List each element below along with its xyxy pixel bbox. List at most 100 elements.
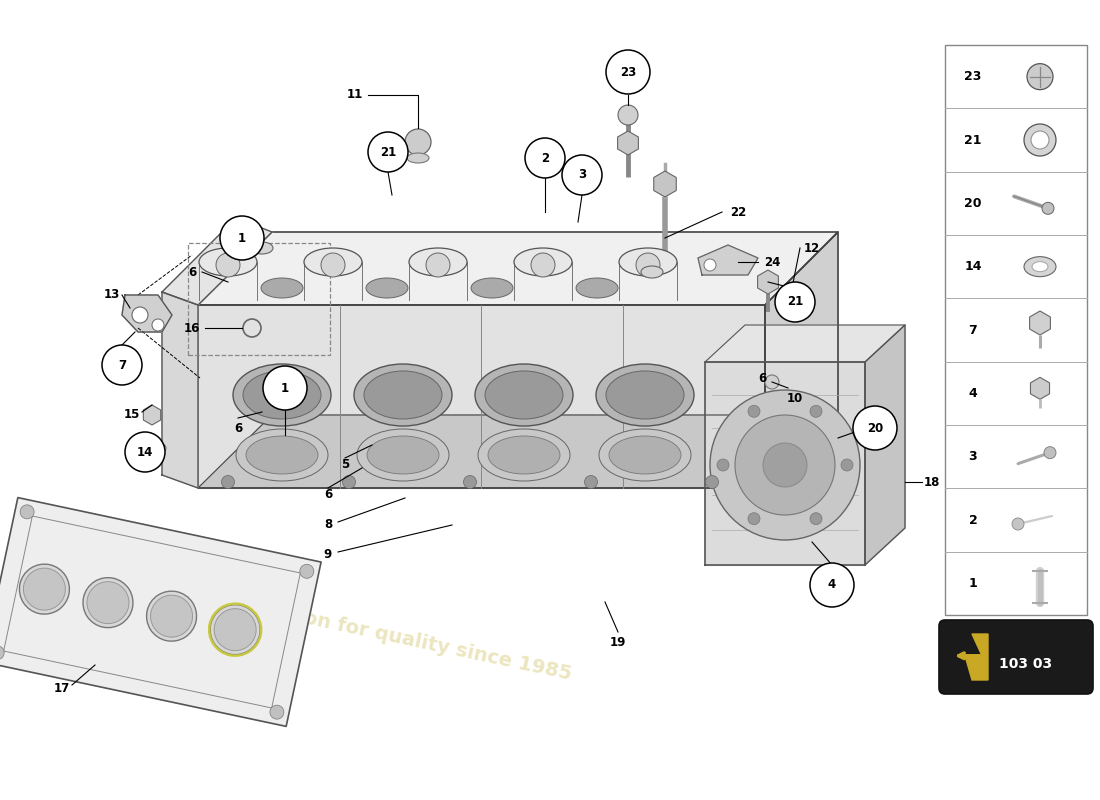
Circle shape [1012, 518, 1024, 530]
Circle shape [810, 406, 822, 418]
FancyBboxPatch shape [939, 620, 1093, 694]
Ellipse shape [87, 582, 129, 624]
Circle shape [710, 390, 860, 540]
Text: 11: 11 [346, 89, 363, 102]
Text: 12: 12 [804, 242, 821, 254]
Ellipse shape [304, 248, 362, 276]
Circle shape [321, 253, 345, 277]
Ellipse shape [576, 278, 618, 298]
Ellipse shape [606, 371, 684, 419]
Ellipse shape [488, 436, 560, 474]
Ellipse shape [236, 429, 328, 481]
Circle shape [562, 155, 602, 195]
Text: 4: 4 [969, 387, 978, 400]
Circle shape [1024, 124, 1056, 156]
Ellipse shape [407, 153, 429, 163]
Circle shape [263, 366, 307, 410]
Polygon shape [162, 292, 198, 488]
Polygon shape [198, 415, 838, 488]
Circle shape [764, 375, 779, 389]
Circle shape [525, 138, 565, 178]
Circle shape [636, 253, 660, 277]
Ellipse shape [364, 371, 442, 419]
Text: 10: 10 [786, 391, 803, 405]
Ellipse shape [210, 605, 260, 654]
Circle shape [705, 475, 718, 489]
Text: 22: 22 [730, 206, 746, 218]
Ellipse shape [409, 248, 468, 276]
Ellipse shape [514, 248, 572, 276]
Polygon shape [122, 295, 172, 332]
Ellipse shape [20, 564, 69, 614]
Ellipse shape [475, 364, 573, 426]
Text: 21: 21 [379, 146, 396, 158]
Ellipse shape [199, 248, 257, 276]
Ellipse shape [146, 591, 197, 641]
Ellipse shape [246, 436, 318, 474]
Polygon shape [965, 634, 988, 680]
Text: a passion for quality since 1985: a passion for quality since 1985 [227, 592, 573, 684]
Text: 3: 3 [578, 169, 586, 182]
Circle shape [20, 505, 34, 519]
Text: 7: 7 [118, 358, 127, 371]
Text: 14: 14 [965, 260, 981, 273]
Text: 7: 7 [969, 323, 978, 337]
Circle shape [704, 259, 716, 271]
FancyBboxPatch shape [945, 45, 1087, 615]
Circle shape [852, 406, 896, 450]
Text: 18: 18 [924, 475, 940, 489]
Text: 1: 1 [238, 231, 246, 245]
Text: 1: 1 [280, 382, 289, 394]
Circle shape [270, 705, 284, 719]
Text: 23: 23 [620, 66, 636, 78]
Text: 20: 20 [867, 422, 883, 434]
Text: 8: 8 [323, 518, 332, 531]
Circle shape [1031, 131, 1049, 149]
Text: 23: 23 [965, 70, 981, 83]
Text: 13: 13 [103, 289, 120, 302]
Text: 6: 6 [188, 266, 196, 278]
Circle shape [221, 475, 234, 489]
Ellipse shape [1032, 262, 1048, 272]
Text: 5: 5 [341, 458, 349, 471]
Text: 4: 4 [828, 578, 836, 591]
Circle shape [463, 475, 476, 489]
Ellipse shape [471, 278, 513, 298]
Circle shape [810, 513, 822, 525]
Circle shape [216, 253, 240, 277]
Circle shape [763, 443, 807, 487]
Polygon shape [162, 218, 272, 305]
Polygon shape [705, 362, 865, 565]
Circle shape [717, 459, 729, 471]
Ellipse shape [144, 444, 159, 452]
Ellipse shape [23, 568, 65, 610]
Circle shape [132, 307, 148, 323]
Text: 24: 24 [763, 255, 780, 269]
Text: 6: 6 [758, 371, 766, 385]
Text: 19: 19 [609, 635, 626, 649]
Text: 14: 14 [136, 446, 153, 458]
Ellipse shape [609, 436, 681, 474]
Text: 21: 21 [965, 134, 981, 146]
Ellipse shape [600, 429, 691, 481]
Circle shape [842, 459, 852, 471]
Ellipse shape [367, 436, 439, 474]
Text: 6: 6 [234, 422, 242, 434]
Polygon shape [705, 325, 905, 362]
Ellipse shape [485, 371, 563, 419]
Text: 9: 9 [323, 549, 332, 562]
Polygon shape [198, 305, 764, 488]
Ellipse shape [138, 441, 166, 455]
Text: 2: 2 [969, 514, 978, 526]
Ellipse shape [251, 242, 273, 254]
Circle shape [776, 282, 815, 322]
Circle shape [748, 406, 760, 418]
Text: 20: 20 [965, 197, 981, 210]
Ellipse shape [82, 578, 133, 628]
Circle shape [606, 50, 650, 94]
Polygon shape [0, 498, 321, 726]
Polygon shape [764, 232, 838, 488]
Text: 21: 21 [786, 295, 803, 309]
Ellipse shape [596, 364, 694, 426]
Circle shape [0, 646, 4, 660]
